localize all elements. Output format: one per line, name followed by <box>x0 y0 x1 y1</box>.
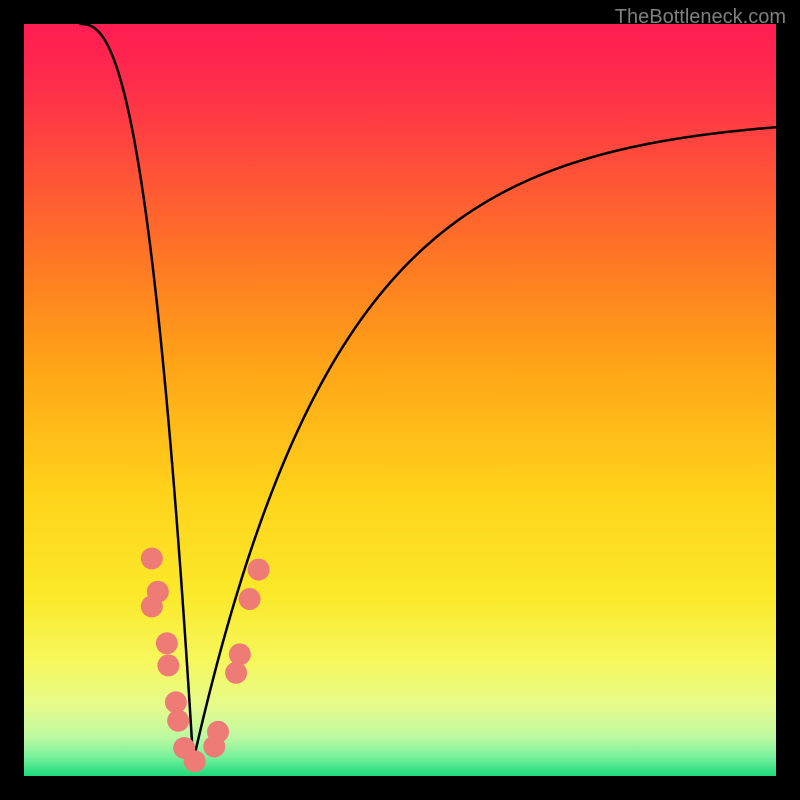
curve-marker <box>225 662 247 684</box>
watermark-text: TheBottleneck.com <box>615 6 786 29</box>
plot-area <box>24 24 776 776</box>
curve-marker <box>239 588 261 610</box>
curve-marker <box>141 595 163 617</box>
curve-marker <box>141 548 163 570</box>
curve-marker <box>207 721 229 743</box>
chart-root: TheBottleneck.com <box>0 0 800 800</box>
curve-marker <box>167 710 189 732</box>
curve-marker <box>229 643 251 665</box>
curve-marker <box>157 654 179 676</box>
curve-marker <box>248 559 270 581</box>
curve-marker <box>156 632 178 654</box>
curve-marker <box>184 750 206 772</box>
